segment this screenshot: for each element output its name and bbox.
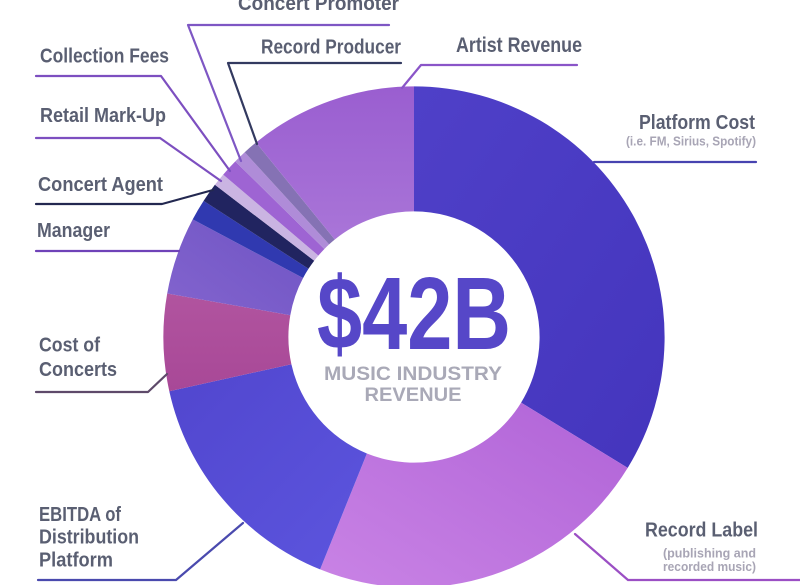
- svg-text:EBITDA of: EBITDA of: [39, 504, 121, 526]
- svg-text:Record Producer: Record Producer: [261, 37, 401, 59]
- svg-text:$42B: $42B: [317, 256, 511, 371]
- svg-text:Distribution: Distribution: [39, 527, 139, 549]
- svg-text:Concert Promoter: Concert Promoter: [238, 0, 399, 15]
- svg-text:Artist Revenue: Artist Revenue: [456, 34, 582, 57]
- svg-text:(i.e. FM, Sirius, Spotify): (i.e. FM, Sirius, Spotify): [626, 135, 756, 149]
- svg-text:Record Label: Record Label: [645, 520, 758, 542]
- svg-text:Manager: Manager: [37, 220, 110, 242]
- svg-text:recorded music): recorded music): [663, 560, 756, 574]
- svg-text:Collection Fees: Collection Fees: [40, 46, 169, 68]
- svg-text:Retail Mark-Up: Retail Mark-Up: [40, 105, 166, 127]
- svg-text:Platform Cost: Platform Cost: [639, 112, 755, 134]
- svg-text:Concert Agent: Concert Agent: [38, 174, 163, 196]
- svg-text:(publishing and: (publishing and: [663, 547, 756, 561]
- svg-text:MUSIC INDUSTRY: MUSIC INDUSTRY: [324, 364, 502, 385]
- svg-text:Platform: Platform: [39, 550, 113, 572]
- svg-text:REVENUE: REVENUE: [365, 385, 462, 406]
- svg-text:Cost of: Cost of: [39, 335, 100, 357]
- svg-text:Concerts: Concerts: [39, 359, 117, 381]
